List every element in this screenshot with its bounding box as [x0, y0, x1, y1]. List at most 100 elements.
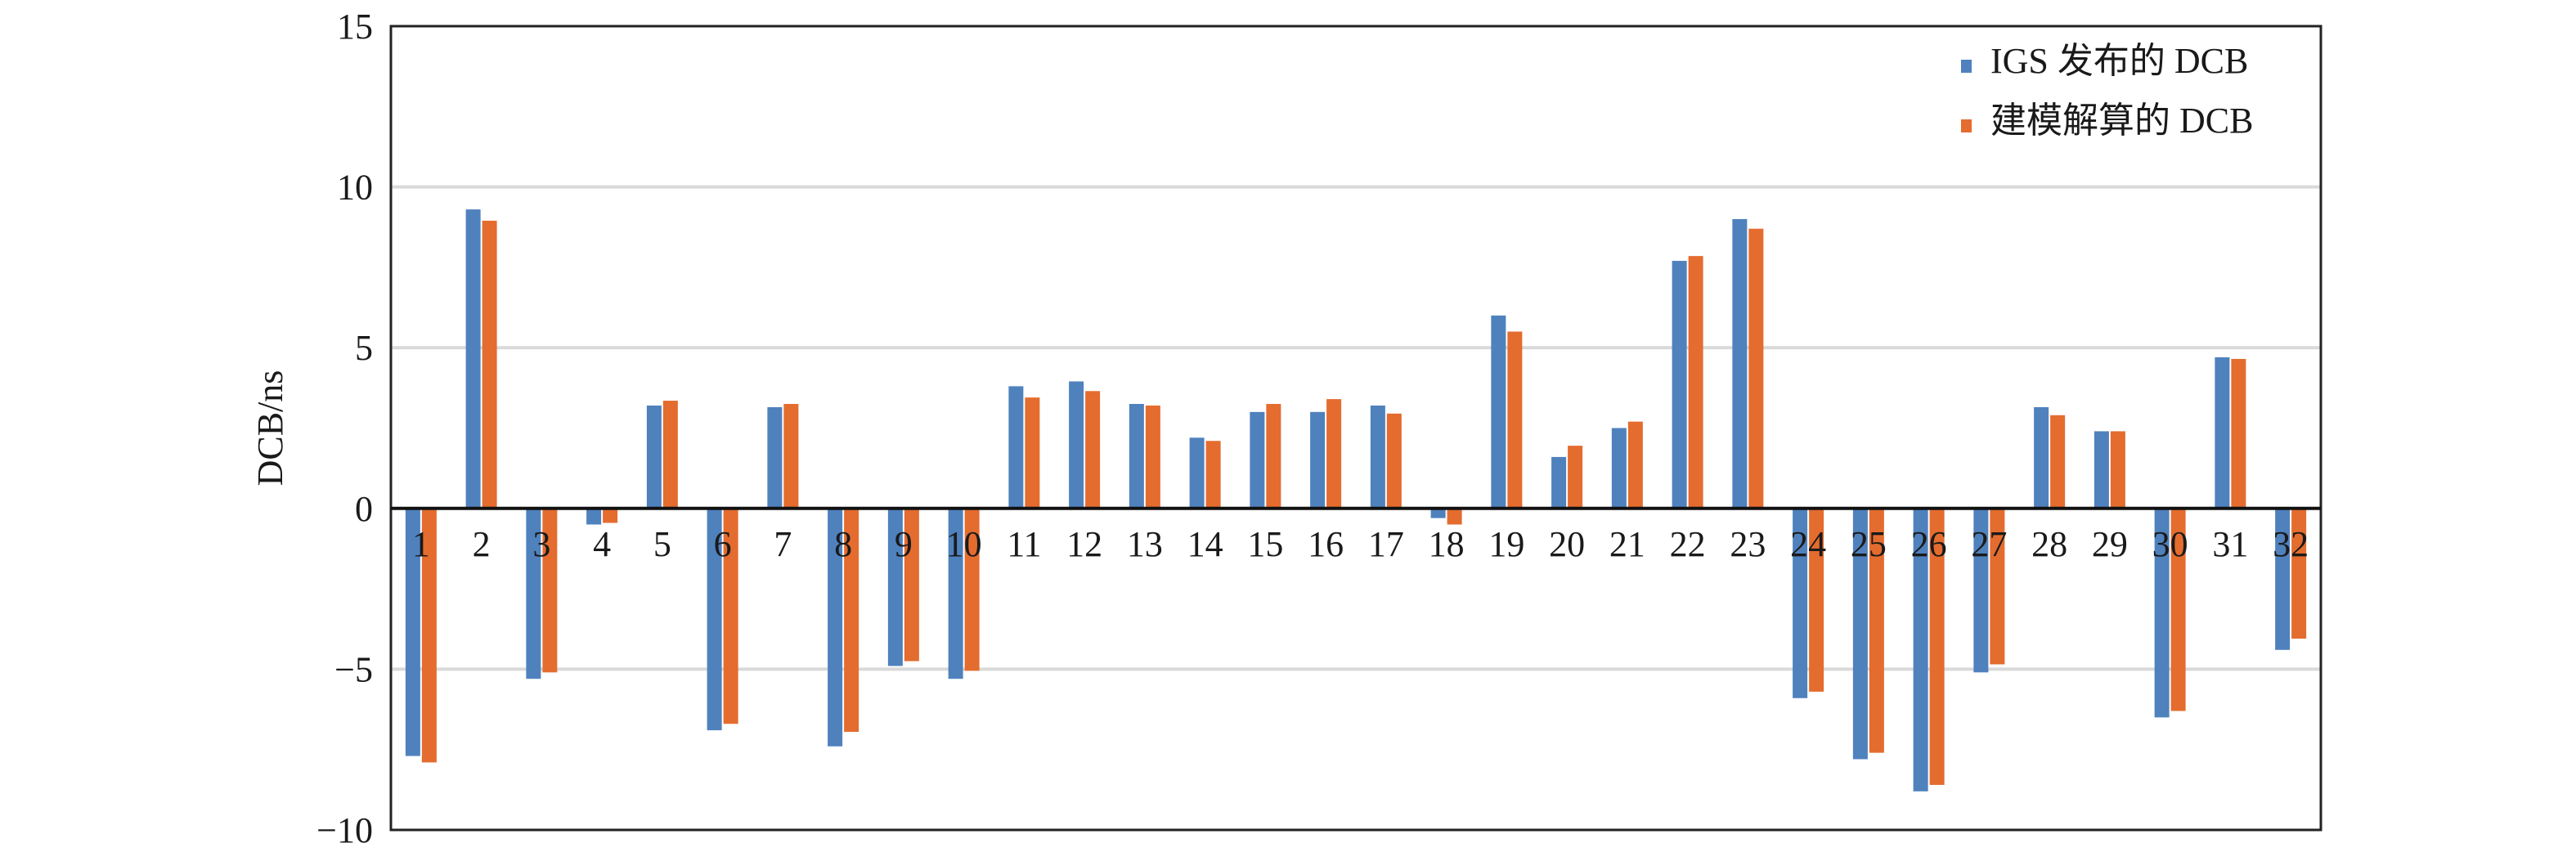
- bar-igs-5: [646, 405, 662, 509]
- bar-igs-10: [948, 508, 963, 679]
- bar-model-9: [904, 508, 919, 661]
- x-category-label: 17: [1368, 524, 1404, 564]
- bar-model-10: [964, 508, 980, 671]
- bar-model-24: [1809, 508, 1824, 692]
- x-category-label: 13: [1127, 524, 1163, 564]
- bar-model-13: [1145, 405, 1160, 509]
- x-category-label: 18: [1429, 524, 1465, 564]
- y-tick-labels: 15 10 5 0 −5 −10: [316, 7, 373, 850]
- bar-model-17: [1386, 413, 1402, 509]
- bar-igs-9: [887, 508, 903, 666]
- x-category-label: 16: [1308, 524, 1344, 564]
- bar-model-5: [662, 401, 678, 509]
- bar-igs-19: [1491, 315, 1506, 509]
- bar-model-15: [1266, 404, 1281, 509]
- bar-igs-26: [1913, 508, 1928, 791]
- bar-igs-12: [1069, 381, 1084, 509]
- bar-model-22: [1688, 256, 1703, 509]
- y-tick-label: 15: [337, 7, 373, 47]
- y-axis-title: DCB/ns: [250, 370, 290, 487]
- bar-igs-6: [707, 508, 722, 731]
- bar-igs-4: [586, 508, 602, 525]
- y-tick-label: 10: [337, 168, 373, 208]
- x-category-label: 15: [1247, 524, 1283, 564]
- bar-model-12: [1085, 391, 1101, 509]
- x-category-label: 10: [946, 524, 982, 564]
- y-tick-label: −10: [316, 810, 373, 850]
- legend-swatch: [1961, 119, 1972, 132]
- bar-igs-7: [767, 406, 783, 509]
- bar-igs-2: [465, 209, 481, 509]
- bar-igs-16: [1310, 411, 1326, 509]
- bar-igs-1: [405, 508, 420, 756]
- bar-model-31: [2231, 358, 2246, 509]
- bar-model-30: [2170, 508, 2186, 711]
- bar-model-16: [1326, 399, 1342, 509]
- y-tick-label: −5: [334, 649, 373, 689]
- bar-model-2: [482, 220, 497, 509]
- bar-igs-14: [1189, 437, 1205, 509]
- x-category-label: 22: [1670, 524, 1706, 564]
- bar-model-18: [1447, 508, 1462, 525]
- bar-igs-23: [1732, 218, 1748, 509]
- bar-model-8: [844, 508, 859, 733]
- x-category-label: 3: [532, 524, 550, 564]
- x-category-label: 2: [473, 524, 491, 564]
- x-category-label: 14: [1187, 524, 1223, 564]
- bar-model-23: [1748, 228, 1764, 509]
- x-category-label: 20: [1549, 524, 1585, 564]
- x-category-label: 1: [412, 524, 430, 564]
- x-category-label: 12: [1066, 524, 1102, 564]
- bar-model-7: [783, 404, 799, 509]
- bar-igs-31: [2215, 357, 2230, 509]
- bar-model-26: [1929, 508, 1945, 785]
- bar-igs-22: [1672, 261, 1687, 509]
- bar-model-32: [2291, 508, 2307, 639]
- legend: IGS 发布的 DCB 建模解算的 DCB: [1961, 41, 2253, 141]
- bar-igs-32: [2275, 508, 2291, 650]
- bar-igs-21: [1611, 428, 1627, 509]
- x-category-label: 8: [834, 524, 852, 564]
- x-category-label: 6: [714, 524, 732, 564]
- x-category-label: 24: [1790, 524, 1826, 564]
- bar-model-20: [1568, 446, 1583, 509]
- x-category-label: 4: [593, 524, 611, 564]
- bar-igs-30: [2154, 508, 2170, 718]
- bar-model-29: [2110, 431, 2125, 509]
- legend-swatch: [1961, 60, 1972, 73]
- bar-igs-20: [1551, 456, 1567, 509]
- x-category-labels: 1 2 3 4 5 6 7 8 9 10 11 12 13 14 15 16 17 18 19 20 21 22 23 24 2…: [412, 524, 2309, 564]
- bar-groups: [405, 209, 2307, 791]
- bar-igs-17: [1370, 405, 1385, 509]
- bar-igs-18: [1430, 508, 1446, 518]
- bar-model-21: [1627, 421, 1643, 509]
- grid-lines: [391, 185, 2321, 671]
- bar-igs-3: [526, 508, 541, 679]
- x-category-label: 29: [2092, 524, 2128, 564]
- bar-igs-29: [2094, 431, 2109, 509]
- x-category-label: 9: [895, 524, 913, 564]
- x-category-label: 23: [1730, 524, 1766, 564]
- bar-model-25: [1869, 508, 1884, 753]
- y-tick-label: 0: [355, 489, 373, 529]
- bar-model-28: [2050, 415, 2066, 509]
- x-category-label: 21: [1609, 524, 1645, 564]
- legend-label: 建模解算的 DCB: [1990, 101, 2253, 141]
- x-category-label: 5: [653, 524, 671, 564]
- x-category-label: 30: [2152, 524, 2188, 564]
- x-category-label: 25: [1851, 524, 1887, 564]
- x-category-label: 26: [1911, 524, 1947, 564]
- bar-igs-28: [2034, 406, 2049, 509]
- bar-model-14: [1205, 441, 1221, 509]
- x-category-label: 32: [2273, 524, 2309, 564]
- plot-frame: [389, 25, 2322, 832]
- legend-label: IGS 发布的 DCB: [1990, 41, 2248, 81]
- bar-igs-27: [1973, 508, 1989, 673]
- x-category-label: 19: [1488, 524, 1524, 564]
- bar-igs-25: [1852, 508, 1868, 760]
- x-category-label: 27: [1971, 524, 2007, 564]
- y-tick-label: 5: [355, 328, 373, 368]
- bar-igs-13: [1129, 404, 1144, 509]
- bar-igs-15: [1250, 411, 1265, 509]
